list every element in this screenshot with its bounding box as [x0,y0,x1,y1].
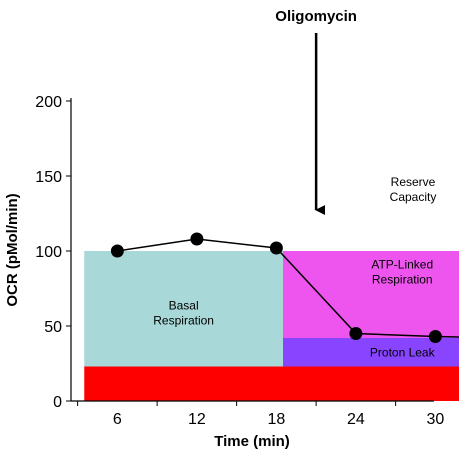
ocr-series-line [117,238,459,338]
ocr-data-point [269,241,283,255]
proton-leak-region [283,338,459,367]
region-labels-layer: Basal Respiration ATP-Linked Respiration Pro… [153,175,437,359]
x-tick-label: 30 [426,411,444,428]
ocr-series [110,232,459,343]
ocr-data-point [190,232,204,246]
non-mitochondrial-region [84,366,459,401]
ocr-data-point [110,244,124,258]
y-ticks: 0 50 100 150 200 [35,94,71,411]
x-tick-label: 6 [113,411,122,428]
x-axis-title: Time (min) [214,433,290,450]
proton-leak-label: Proton Leak [370,345,436,359]
y-tick-label: 50 [44,319,62,336]
atp-linked-region [283,251,459,338]
ocr-data-point [349,327,363,340]
y-tick-label: 0 [53,394,62,411]
ocr-data-point [428,330,442,343]
reserve-capacity-label: Reserve Capacity [390,175,437,204]
y-axis-title: OCR (pMol/min) [4,193,21,306]
basal-respiration-region [84,251,283,367]
injection-arrows: OligomycinFCCPAntimycinA/Rotenone [275,8,357,215]
x-tick-label: 24 [347,411,365,428]
x-tick-label: 18 [267,411,285,428]
basal-respiration-label: Basal Respiration [153,298,214,327]
y-tick-label: 150 [35,169,62,186]
x-ticks: 61218243036424854606672 [77,401,444,428]
atp-linked-label: ATP-Linked Respiration [371,258,433,287]
x-tick-label: 12 [188,411,206,428]
y-tick-label: 100 [35,244,62,261]
regions-layer [84,251,459,401]
y-tick-label: 200 [35,94,62,111]
injection-label: Oligomycin [275,8,357,25]
